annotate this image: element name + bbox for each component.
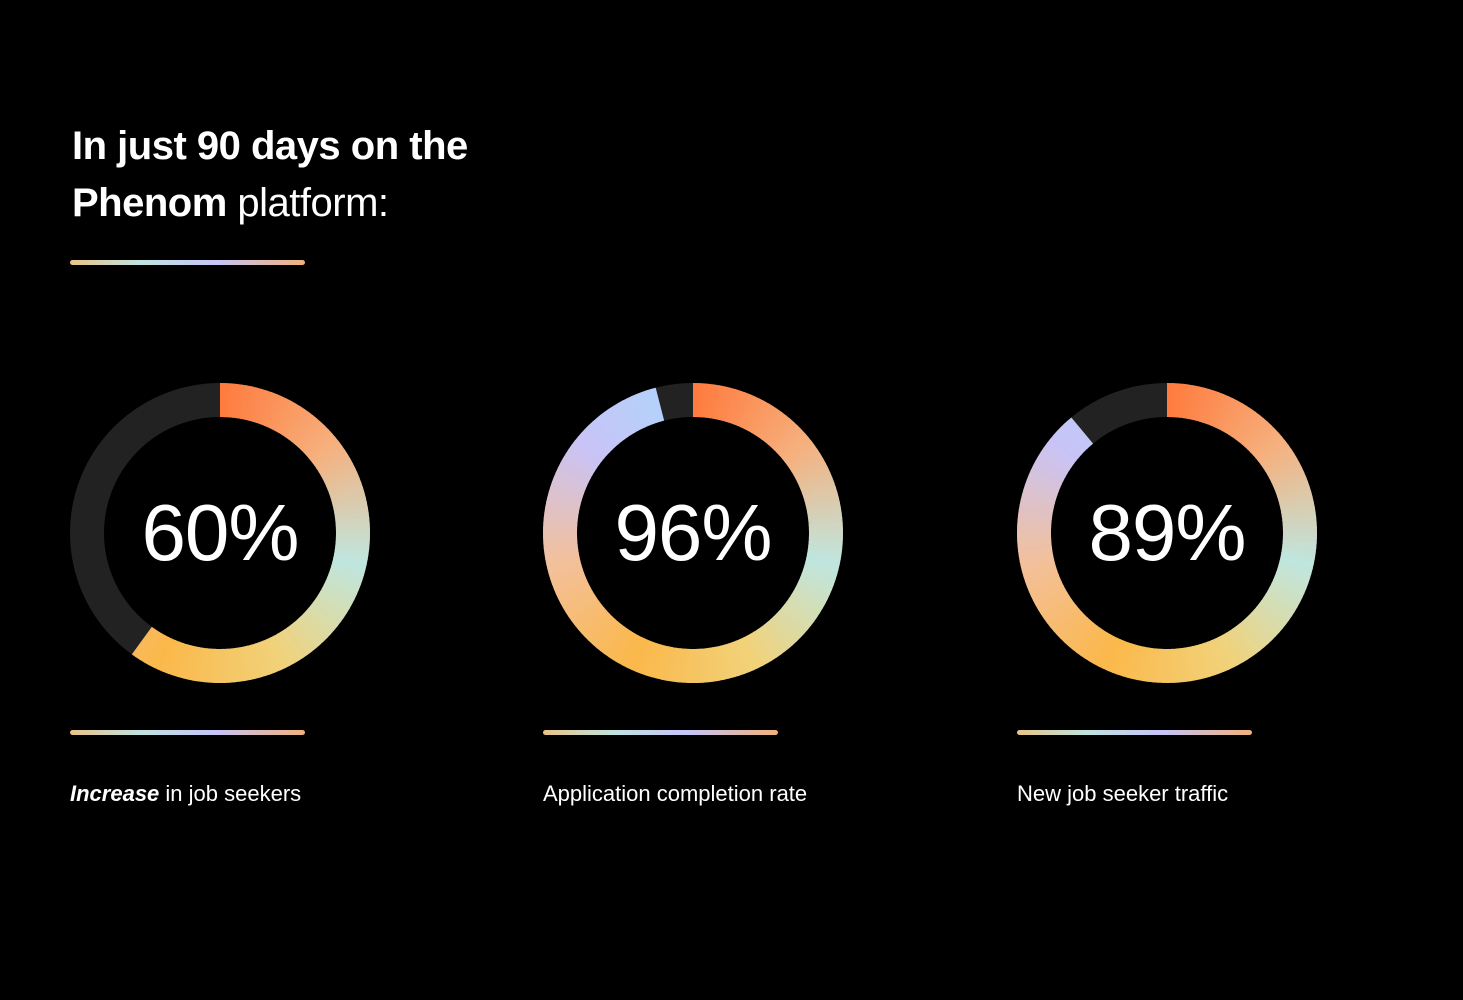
donut-chart-increase: 60% (70, 381, 374, 685)
donut-chart-traffic: 89% (1017, 381, 1321, 685)
donut-value-arc (131, 383, 370, 683)
stat-caption: Increase in job seekers (70, 779, 301, 809)
headline-rest: platform: (226, 181, 389, 225)
caption-text: Application completion rate (543, 781, 808, 806)
donut-value-label: 96% (614, 488, 772, 577)
caption-text: in job seekers (159, 781, 302, 806)
stat-divider (1017, 730, 1252, 735)
donut-value-arc (543, 383, 844, 684)
headline-line-1: In just 90 days on the (72, 124, 468, 168)
stat-caption: Application completion rate (543, 779, 807, 809)
headline-brand: Phenom (72, 181, 227, 225)
donut-value-label: 89% (1088, 488, 1246, 577)
donut-arc-segment (1067, 417, 1094, 447)
donut-value-label: 60% (141, 488, 299, 577)
stat-divider (70, 730, 305, 735)
caption-emphasis: Increase (70, 781, 160, 806)
donut-svg-completion (543, 383, 844, 684)
caption-text: New job seeker traffic (1017, 781, 1229, 806)
stat-caption: New job seeker traffic (1017, 779, 1228, 809)
stat-divider (543, 730, 778, 735)
headline-line-2: Phenom platform: (72, 175, 468, 232)
donut-svg-increase (70, 383, 370, 683)
donut-svg-traffic (1017, 383, 1318, 683)
headline: In just 90 days on the Phenom platform: (72, 118, 468, 232)
headline-divider (70, 260, 305, 265)
donut-value-arc (1017, 383, 1318, 683)
donut-arc-segment (650, 387, 665, 422)
donut-arc-segment (131, 626, 156, 658)
donut-chart-completion: 96% (543, 381, 847, 685)
